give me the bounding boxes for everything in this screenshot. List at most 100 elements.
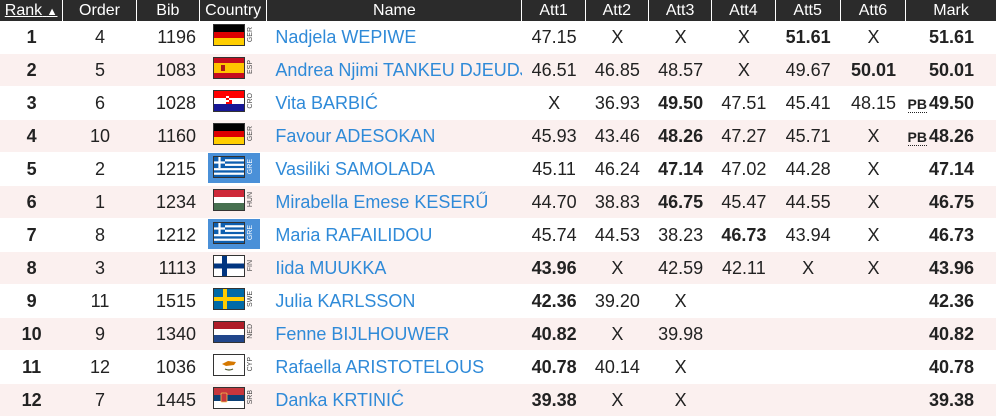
att2-cell: X: [585, 21, 649, 54]
header-rank[interactable]: Rank ▲: [0, 0, 64, 21]
att1-cell: 47.15: [522, 21, 586, 54]
cro-flag-icon: [213, 90, 244, 111]
att2-cell: 46.85: [585, 54, 649, 87]
country-code: CRO: [246, 92, 254, 109]
att4-cell: 42.11: [712, 252, 776, 285]
athlete-name-link[interactable]: Mirabella Emese KESERŰ: [267, 186, 523, 219]
rank-cell: 2: [0, 54, 64, 87]
att3-cell: 42.59: [648, 252, 713, 285]
athlete-name-link[interactable]: Nadjela WEPIWE: [267, 21, 523, 54]
cyp-flag-icon: [213, 354, 244, 375]
att5-cell: 49.67: [775, 54, 841, 87]
mark-value: 47.14: [928, 158, 974, 179]
header-bib[interactable]: Bib: [136, 0, 200, 21]
country-cell: HUN: [200, 186, 268, 219]
header-att6[interactable]: Att6: [840, 0, 907, 21]
mark-value: 43.96: [928, 257, 974, 278]
mark-value: 40.82: [928, 323, 974, 344]
header-att4[interactable]: Att4: [712, 0, 776, 21]
athlete-name-link[interactable]: Iida MUUKKA: [267, 252, 523, 285]
order-cell: 4: [63, 21, 137, 54]
att3-cell: 39.98: [648, 318, 713, 351]
bib-cell: 1028: [136, 87, 200, 120]
table-row: 3 6 1028 CRO Vita BARBIĆ X 36.93 49.50 47.51 45.4…: [0, 87, 996, 120]
rank-cell: 12: [0, 384, 64, 417]
att4-cell: X: [712, 54, 776, 87]
mark-value: 51.61: [928, 26, 974, 47]
athlete-name-link[interactable]: Danka KRTINIĆ: [267, 384, 523, 417]
country-cell: CYP: [200, 351, 268, 384]
athlete-name-link[interactable]: Julia KARLSSON: [267, 285, 523, 318]
mark-cell: 40.82: [906, 318, 996, 351]
att1-cell: 44.70: [522, 186, 586, 219]
table-row: 5 2 1215 GRE Vasiliki SAMOLADA 45.11 46.24 47.1…: [0, 153, 996, 186]
athlete-name-link[interactable]: Vasiliki SAMOLADA: [267, 153, 523, 186]
country-cell: GRE: [200, 153, 268, 186]
personal-best-badge: PB: [907, 128, 927, 146]
bib-cell: 1196: [136, 21, 200, 54]
att6-cell: [840, 351, 907, 384]
country-cell: NED: [200, 318, 268, 351]
order-cell: 1: [63, 186, 137, 219]
att1-cell: X: [522, 87, 586, 120]
table-row: 4 10 1160 GER Favour ADESOKAN 45.93 43.46 48.26…: [0, 120, 996, 153]
country-code: GRE: [246, 224, 254, 241]
att6-cell: X: [840, 120, 907, 153]
country-code: HUN: [246, 191, 254, 208]
table-row: 2 5 1083 ESP Andrea Njimi TANKEU DJEUDJI 46.5…: [0, 54, 996, 87]
att1-cell: 46.51: [522, 54, 586, 87]
athlete-name-link[interactable]: Maria RAFAILIDOU: [267, 219, 523, 252]
country-cell: CRO: [200, 87, 268, 120]
order-cell: 2: [63, 153, 137, 186]
bib-cell: 1212: [136, 219, 200, 252]
rank-cell: 1: [0, 21, 64, 54]
att2-cell: 36.93: [585, 87, 649, 120]
table-row: 8 3 1113 FIN Iida MUUKKA 43.96 X 42.59 42.11 X X 43…: [0, 252, 996, 285]
mark-cell: 46.75: [906, 186, 996, 219]
att6-cell: [840, 384, 907, 417]
mark-value: 39.38: [928, 389, 974, 410]
athlete-name-link[interactable]: Favour ADESOKAN: [267, 120, 523, 153]
rank-cell: 5: [0, 153, 64, 186]
header-order[interactable]: Order: [63, 0, 137, 21]
att4-cell: [712, 318, 776, 351]
mark-cell: 39.38: [906, 384, 996, 417]
att5-cell: 44.28: [775, 153, 841, 186]
country-flag: FIN: [213, 255, 254, 276]
mark-value: 49.50: [928, 92, 974, 113]
country-code: GER: [246, 26, 254, 43]
header-mark[interactable]: Mark: [906, 0, 996, 21]
att4-cell: [712, 285, 776, 318]
athlete-name-link[interactable]: Andrea Njimi TANKEU DJEUDJI: [267, 54, 523, 87]
header-att3[interactable]: Att3: [648, 0, 713, 21]
mark-cell: 40.78: [906, 351, 996, 384]
header-country[interactable]: Country: [200, 0, 268, 21]
header-name[interactable]: Name: [267, 0, 523, 21]
country-code: ESP: [246, 60, 254, 75]
mark-value: 50.01: [928, 59, 974, 80]
table-row: 1 4 1196 GER Nadjela WEPIWE 47.15 X X X 51.61 X 51.…: [0, 21, 996, 54]
att5-cell: [775, 351, 841, 384]
country-code: GER: [246, 125, 254, 142]
table-row: 6 1 1234 HUN Mirabella Emese KESERŰ 44.70 38.8…: [0, 186, 996, 219]
header-att2[interactable]: Att2: [585, 0, 649, 21]
country-cell: SRB: [200, 384, 268, 417]
athlete-name-link[interactable]: Rafaella ARISTOTELOUS: [267, 351, 523, 384]
table-row: 11 12 1036 CYP Rafaella ARISTOTELOUS 40.78 40.…: [0, 351, 996, 384]
athlete-name-link[interactable]: Fenne BIJLHOUWER: [267, 318, 523, 351]
header-att1[interactable]: Att1: [522, 0, 586, 21]
att4-cell: 45.47: [712, 186, 776, 219]
att3-cell: 46.75: [648, 186, 713, 219]
att4-cell: 46.73: [712, 219, 776, 252]
table-row: 10 9 1340 NED Fenne BIJLHOUWER 40.82 X 39.98 40.…: [0, 318, 996, 351]
mark-cell: 46.73: [906, 219, 996, 252]
gre-flag-icon: [213, 222, 244, 243]
athlete-name-link[interactable]: Vita BARBIĆ: [267, 87, 523, 120]
header-att5[interactable]: Att5: [775, 0, 841, 21]
country-flag: ESP: [213, 57, 254, 78]
country-flag: SRB: [213, 387, 254, 408]
att1-cell: 45.11: [522, 153, 586, 186]
country-flag: GER: [213, 24, 254, 45]
att4-cell: X: [712, 21, 776, 54]
